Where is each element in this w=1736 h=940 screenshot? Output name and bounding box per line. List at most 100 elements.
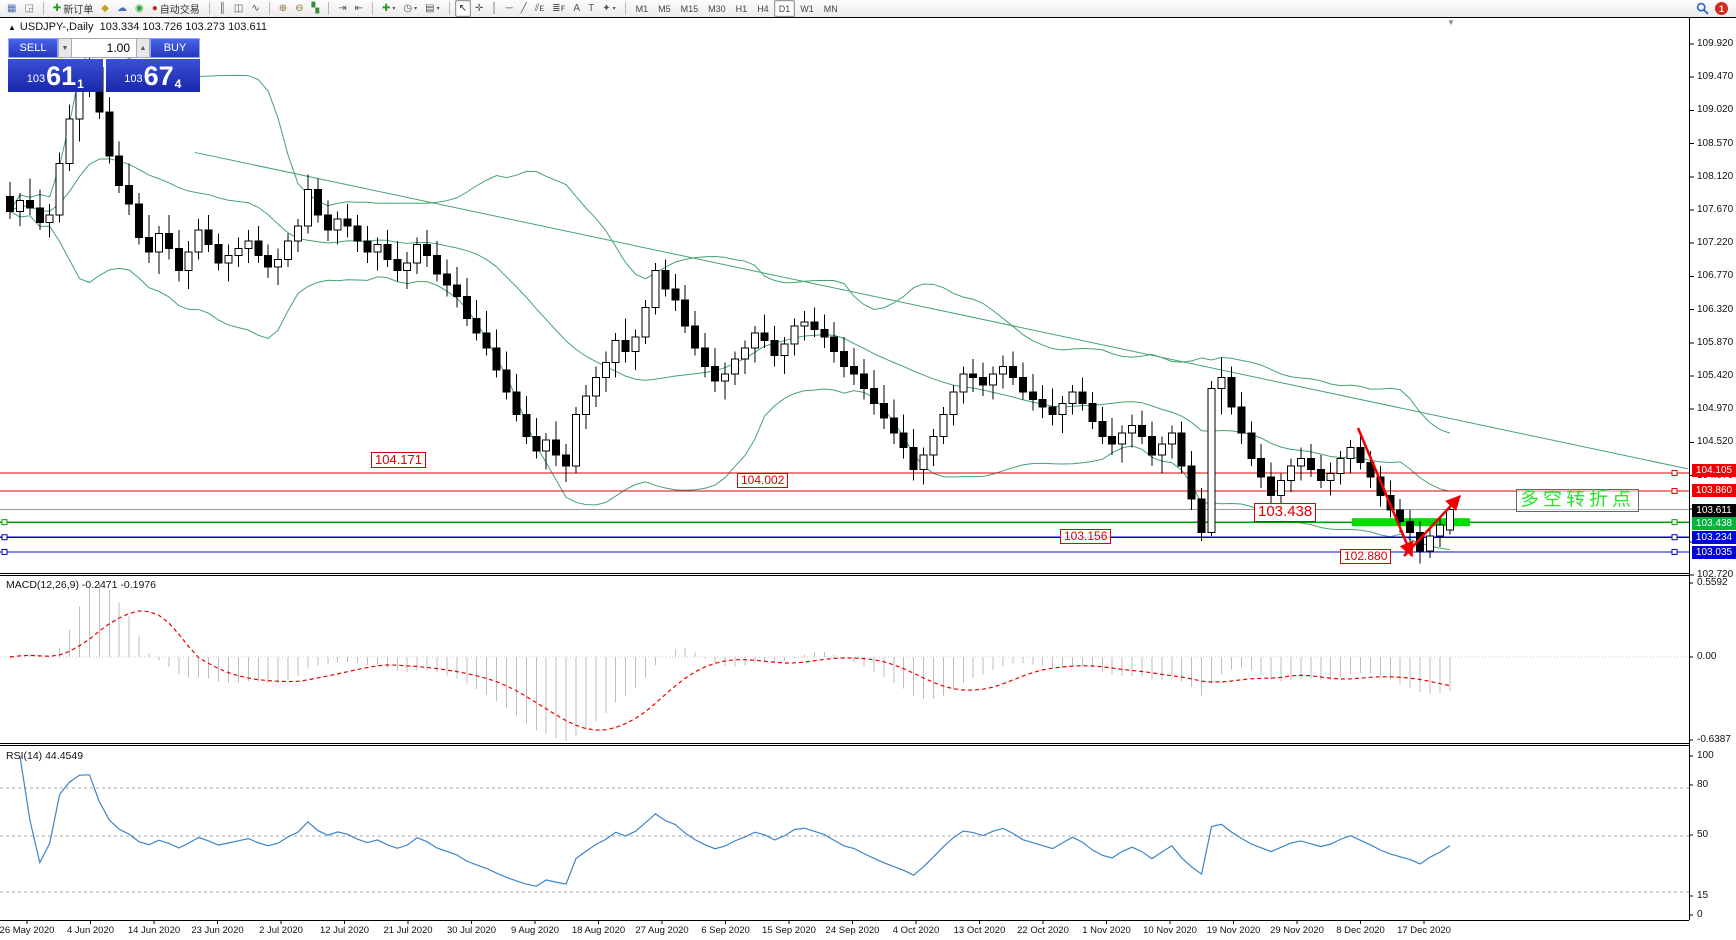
- chevron-down-icon[interactable]: ▼: [1447, 18, 1455, 27]
- auto-scroll-button[interactable]: ⇥: [334, 0, 350, 17]
- price-axis-tick: 104.970: [1697, 403, 1734, 415]
- chevron-down-icon[interactable]: ▾: [612, 6, 616, 12]
- notifications-icon[interactable]: 1: [1715, 2, 1728, 15]
- time-axis-label: 4 Jun 2020: [66, 925, 115, 936]
- text-button[interactable]: A: [569, 0, 584, 17]
- timeframe-m30-button[interactable]: M30: [708, 3, 726, 14]
- time-axis-label: 26 May 2020: [0, 925, 55, 936]
- buy-price-main: 67: [143, 61, 174, 91]
- history-center-button[interactable]: ◆: [97, 0, 113, 17]
- expand-trade-panel-arrow[interactable]: ▲: [8, 23, 16, 32]
- time-axis-label: 6 Sep 2020: [701, 925, 750, 936]
- time-axis-label: 27 Aug 2020: [635, 925, 689, 936]
- timeframe-d1-button[interactable]: D1: [773, 0, 796, 17]
- cursor-icon: ↖: [458, 2, 467, 14]
- cursor-button[interactable]: ↖: [454, 0, 471, 17]
- price-axis-tick: 105.870: [1697, 336, 1734, 348]
- crosshair-button[interactable]: ✛: [471, 0, 487, 17]
- time-axis-label: 13 Oct 2020: [953, 925, 1006, 936]
- templates-button[interactable]: ▤ ▾: [421, 0, 443, 17]
- volume-increase-button[interactable]: ▲: [136, 38, 150, 58]
- time-axis-label: 29 Nov 2020: [1270, 925, 1324, 936]
- equidistant-channel-button[interactable]: ⫽ᴇ: [531, 0, 548, 17]
- rsi-axis-tick: 80: [1697, 779, 1709, 790]
- volume-decrease-button[interactable]: ▼: [58, 38, 72, 58]
- text-label-button[interactable]: T: [584, 0, 598, 17]
- price-level-badge: 104.105: [1692, 463, 1736, 477]
- rsi-axis-tick: 15: [1697, 890, 1709, 901]
- new-order-button[interactable]: ✚ 新订单: [49, 0, 97, 17]
- time-axis-label: 24 Sep 2020: [825, 925, 880, 936]
- line-chart-mode-icon: ∿: [251, 2, 260, 14]
- price-axis-tick: 108.570: [1697, 137, 1734, 149]
- timeframe-m5-button[interactable]: M5: [658, 3, 671, 14]
- tile-windows-button[interactable]: ▚: [308, 0, 324, 17]
- time-axis-label: 18 Aug 2020: [571, 925, 626, 936]
- toolbar-separator: [268, 2, 270, 15]
- turning-point-label[interactable]: 多空转折点: [1516, 489, 1640, 512]
- bar-chart-mode-button[interactable]: ║: [215, 0, 230, 17]
- timeframe-h1-button[interactable]: H1: [735, 3, 748, 14]
- bar-chart-mode-icon: ║: [218, 2, 226, 14]
- time-axis-label: 10 Nov 2020: [1143, 925, 1197, 936]
- arrows-icon: ✦: [602, 2, 611, 14]
- price-label-103156[interactable]: 103.156: [1060, 529, 1112, 545]
- search-icon[interactable]: [1696, 2, 1709, 15]
- zoom-in-icon: ⊕: [278, 2, 288, 14]
- zoom-out-button[interactable]: ⊖: [291, 0, 307, 17]
- toolbar-separator: [328, 2, 330, 15]
- zoom-in-button[interactable]: ⊕: [275, 0, 291, 17]
- time-axis-label: 17 Dec 2020: [1397, 925, 1451, 936]
- buy-price-display[interactable]: 103 67 4: [105, 59, 200, 92]
- text-label-icon: T: [588, 2, 595, 14]
- price-label-103438[interactable]: 103.438: [1254, 503, 1317, 522]
- crosshair-icon: ✛: [475, 2, 484, 14]
- time-axis-label: 2 Jul 2020: [259, 925, 303, 936]
- global-variables-button[interactable]: ☁: [113, 0, 131, 17]
- timeframe-h4-button[interactable]: H4: [757, 3, 769, 14]
- candlestick-mode-button[interactable]: ◫: [230, 0, 247, 17]
- time-axis-label: 19 Nov 2020: [1206, 925, 1261, 936]
- line-chart-mode-button[interactable]: ∿: [247, 0, 263, 17]
- indicators-icon: ✚: [381, 2, 391, 14]
- timeframe-mn-button[interactable]: MN: [823, 3, 838, 14]
- sell-price-display[interactable]: 103 61 1: [8, 59, 103, 92]
- autotrading-button-label: 自动交易: [159, 5, 200, 16]
- new-order-icon: ✚: [52, 2, 62, 14]
- price-axis-tick: 109.920: [1697, 38, 1734, 49]
- rsi-axis-tick: 0: [1697, 909, 1703, 920]
- autotrading-button[interactable]: ● 自动交易: [148, 0, 204, 17]
- data-window-button[interactable]: ◲: [20, 0, 37, 17]
- time-axis-label: 8 Dec 2020: [1336, 925, 1385, 936]
- periods-button[interactable]: ◷ ▾: [399, 0, 421, 17]
- chevron-down-icon[interactable]: ▾: [392, 6, 396, 12]
- fibonacci-button[interactable]: ≣ꜰ: [548, 0, 569, 17]
- price-label-104171[interactable]: 104.171: [371, 452, 426, 469]
- time-axis-label: 22 Oct 2020: [1017, 925, 1069, 936]
- horizontal-line-button[interactable]: ─: [502, 0, 517, 17]
- chart-shift-button[interactable]: ⇤: [351, 0, 367, 17]
- price-axis-tick: 108.120: [1697, 170, 1734, 182]
- new-chart-button[interactable]: ▦: [3, 0, 20, 17]
- chart-info-line: ▲ USDJPY-,Daily 103.334 103.726 103.273 1…: [8, 21, 267, 33]
- vertical-line-icon: │: [491, 2, 498, 14]
- sell-button[interactable]: SELL: [8, 38, 58, 58]
- zoom-out-icon: ⊖: [295, 2, 304, 14]
- vertical-line-button[interactable]: │: [487, 0, 501, 17]
- volume-input[interactable]: 1.00: [72, 38, 136, 58]
- chevron-down-icon[interactable]: ▾: [436, 6, 440, 12]
- arrows-button[interactable]: ✦ ▾: [598, 0, 619, 17]
- timeframe-m15-button[interactable]: M15: [680, 3, 699, 14]
- trendline-button[interactable]: ╱: [517, 0, 531, 17]
- price-label-102880[interactable]: 102.880: [1340, 549, 1392, 565]
- signals-button[interactable]: ◉: [131, 0, 148, 17]
- chevron-down-icon[interactable]: ▾: [414, 6, 418, 12]
- time-axis-label: 14 Jun 2020: [127, 925, 181, 936]
- indicators-button[interactable]: ✚ ▾: [378, 0, 399, 17]
- buy-button[interactable]: BUY: [150, 38, 200, 58]
- timeframe-w1-button[interactable]: W1: [800, 3, 814, 14]
- auto-scroll-icon: ⇥: [338, 2, 347, 14]
- timeframe-m1-button[interactable]: M1: [635, 3, 649, 14]
- price-label-104002[interactable]: 104.002: [737, 473, 789, 489]
